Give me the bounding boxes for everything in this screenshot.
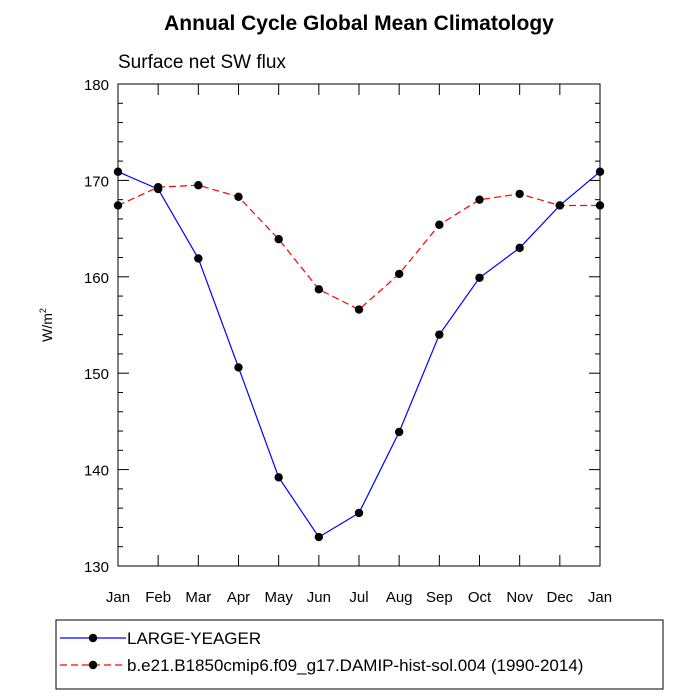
- legend-box: [55, 619, 664, 690]
- y-tick-label: 180: [84, 77, 109, 94]
- series-0-point: [274, 473, 283, 482]
- series-1-point: [394, 269, 404, 279]
- x-tick-label: May: [264, 589, 293, 606]
- series-1-point: [314, 285, 324, 294]
- series-layer: [113, 167, 605, 542]
- x-tick-label: Jul: [349, 589, 368, 606]
- series-0-point: [153, 184, 163, 194]
- legend: LARGE-YEAGER b.e21.B1850cmip6.f09_g17.DAM…: [55, 619, 664, 690]
- legend-label-0: LARGE-YEAGER: [127, 629, 261, 648]
- series-1-point: [475, 195, 484, 204]
- series-0-point: [555, 201, 565, 210]
- series-1-point: [234, 192, 243, 201]
- y-axis-label-superscript: 2: [38, 308, 48, 313]
- chart-subtitle: Surface net SW flux: [118, 52, 286, 73]
- x-tick-label: Nov: [506, 589, 533, 606]
- y-tick-label: 130: [84, 559, 109, 576]
- x-tick-label: Jun: [307, 589, 331, 606]
- series-0-point: [435, 330, 444, 339]
- legend-label-1: b.e21.B1850cmip6.f09_g17.DAMIP-hist-sol.…: [127, 656, 583, 675]
- series-line-1: [117, 184, 600, 311]
- legend-marker-0: [88, 633, 98, 643]
- chart-title: Annual Cycle Global Mean Climatology: [164, 12, 554, 35]
- x-tick-label: Jan: [588, 589, 612, 606]
- axis-ticks: Jan Feb Mar Apr May Jun Jul Aug Sep Oct Nov Dec Jan 1…: [84, 77, 612, 606]
- series-0-point: [394, 427, 404, 437]
- series-0-point: [354, 508, 364, 518]
- series-1-point: [515, 189, 524, 199]
- series-0-point: [194, 254, 203, 263]
- y-tick-label: 170: [84, 173, 109, 190]
- y-tick-label: 150: [84, 366, 109, 383]
- series-0-point: [314, 532, 324, 542]
- y-tick-label: 140: [84, 463, 109, 480]
- series-1-point: [194, 181, 203, 190]
- series-1-point: [435, 220, 444, 229]
- x-tick-label: Feb: [145, 589, 171, 606]
- x-tick-label: Mar: [185, 589, 211, 606]
- x-tick-label: Sep: [426, 589, 453, 606]
- series-1-point: [354, 305, 364, 314]
- x-tick-label: Dec: [546, 589, 573, 606]
- x-tick-label: Oct: [468, 589, 492, 606]
- y-tick-label: 160: [84, 270, 109, 287]
- x-tick-label: Apr: [227, 589, 250, 606]
- series-0-point: [515, 243, 524, 253]
- series-1-point: [274, 235, 283, 244]
- series-line-0: [117, 171, 601, 538]
- y-axis-label: W/m2: [38, 308, 55, 342]
- series-0-point: [234, 363, 243, 372]
- y-axis-label-text: W/m: [39, 313, 55, 342]
- plot-frame: [117, 83, 601, 567]
- legend-marker-1: [88, 660, 98, 670]
- x-tick-label: Aug: [386, 589, 413, 606]
- x-tick-label: Jan: [106, 589, 130, 606]
- series-0-point: [475, 273, 484, 282]
